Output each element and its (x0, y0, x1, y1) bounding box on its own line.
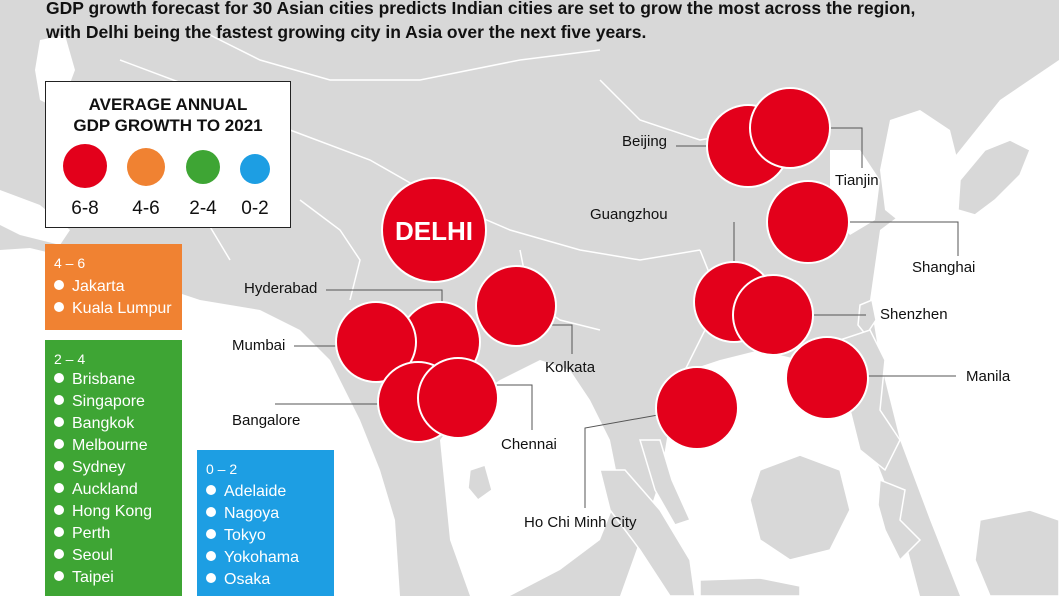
box-2-4-item: Sydney (54, 459, 125, 477)
box-2-4-item: Melbourne (54, 437, 148, 455)
headline-line-1: GDP growth forecast for 30 Asian cities … (46, 0, 916, 18)
legend-title-line-2: GDP GROWTH TO 2021 (73, 116, 263, 135)
box-4-6-item: Kuala Lumpur (54, 300, 172, 318)
box-0-2: 0 – 2 Adelaide Nagoya Tokyo Yokohama Osa… (197, 450, 334, 596)
sulawesi (877, 478, 922, 562)
taiwan (857, 298, 877, 337)
legend: AVERAGE ANNUAL GDP GROWTH TO 2021 6-8 4-… (45, 81, 291, 228)
city-label-mumbai: Mumbai (232, 337, 286, 354)
legend-dot-0-2 (240, 154, 270, 184)
bubble-manila (785, 336, 869, 420)
city-label-guangzhou: Guangzhou (590, 206, 668, 223)
city-label-hyderabad: Hyderabad (244, 280, 318, 297)
box-2-4-item: Auckland (54, 481, 138, 499)
city-label-tianjin: Tianjin (835, 172, 879, 189)
box-2-4: 2 – 4 Brisbane Singapore Bangkok Melbour… (45, 340, 182, 596)
new-guinea (974, 509, 1059, 596)
city-label-bangalore: Bangalore (232, 412, 301, 429)
delhi-label: DELHI (395, 216, 473, 246)
bubble-tianjin (749, 87, 831, 169)
city-label-kolkata: Kolkata (545, 359, 596, 376)
bubble-shanghai (766, 180, 850, 264)
headline: GDP growth forecast for 30 Asian cities … (46, 0, 1046, 44)
box-0-2-item: Yokohama (206, 549, 299, 567)
borneo (749, 454, 851, 561)
leader-shanghai (808, 221, 959, 256)
sri-lanka (467, 464, 493, 502)
malay-peninsula (638, 439, 692, 526)
legend-title-line-1: AVERAGE ANNUAL (88, 95, 248, 114)
box-0-2-range: 0 – 2 (206, 461, 238, 477)
bubble-delhi (381, 177, 487, 283)
sumatra (599, 469, 696, 596)
bubble-mumbai (335, 301, 417, 383)
box-2-4-item: Bangkok (54, 415, 134, 433)
box-0-2-item: Adelaide (206, 483, 286, 501)
city-label-shanghai: Shanghai (912, 259, 976, 276)
box-2-4-item: Seoul (54, 547, 113, 565)
bubble-shenzhen (732, 274, 814, 356)
bubble-hcmc (655, 366, 739, 450)
pacific-ocean (870, 60, 1059, 596)
legend-dot-4-6 (127, 148, 165, 186)
legend-range-2-4: 2-4 (189, 198, 217, 219)
box-2-4-item: Perth (54, 525, 110, 543)
islands (467, 139, 1059, 596)
box-2-4-item: Hong Kong (54, 503, 152, 521)
legend-range-0-2: 0-2 (241, 198, 269, 219)
japan (957, 139, 1031, 216)
box-2-4-item: Brisbane (54, 371, 135, 389)
city-label-beijing: Beijing (622, 133, 668, 150)
city-label-shenzhen: Shenzhen (880, 306, 948, 323)
legend-range-6-8: 6-8 (71, 198, 99, 219)
bubbles (335, 87, 869, 450)
box-0-2-item: Tokyo (206, 527, 266, 545)
box-4-6: 4 – 6 Jakarta Kuala Lumpur (45, 244, 182, 330)
legend-range-4-6: 4-6 (132, 198, 160, 219)
legend-dot-6-8 (63, 144, 107, 188)
sea-of-japan (880, 110, 960, 230)
java (699, 577, 801, 596)
city-label-chennai: Chennai (501, 436, 557, 453)
box-4-6-range: 4 – 6 (54, 255, 86, 271)
legend-dot-2-4 (186, 150, 220, 184)
bubble-chennai (417, 357, 499, 439)
city-label-manila: Manila (966, 368, 1011, 385)
bubble-kolkata (475, 265, 557, 347)
box-0-2-item: Nagoya (206, 505, 279, 523)
box-2-4-item: Singapore (54, 393, 145, 411)
legend-title: AVERAGE ANNUAL GDP GROWTH TO 2021 (46, 94, 290, 136)
box-2-4-item: Taipei (54, 569, 114, 587)
box-4-6-item: Jakarta (54, 278, 124, 296)
persian-gulf (0, 190, 70, 245)
box-0-2-item: Osaka (206, 571, 270, 589)
box-2-4-range: 2 – 4 (54, 351, 86, 367)
headline-line-2: with Delhi being the fastest growing cit… (46, 22, 647, 42)
city-label-hcmc: Ho Chi Minh City (524, 514, 637, 531)
